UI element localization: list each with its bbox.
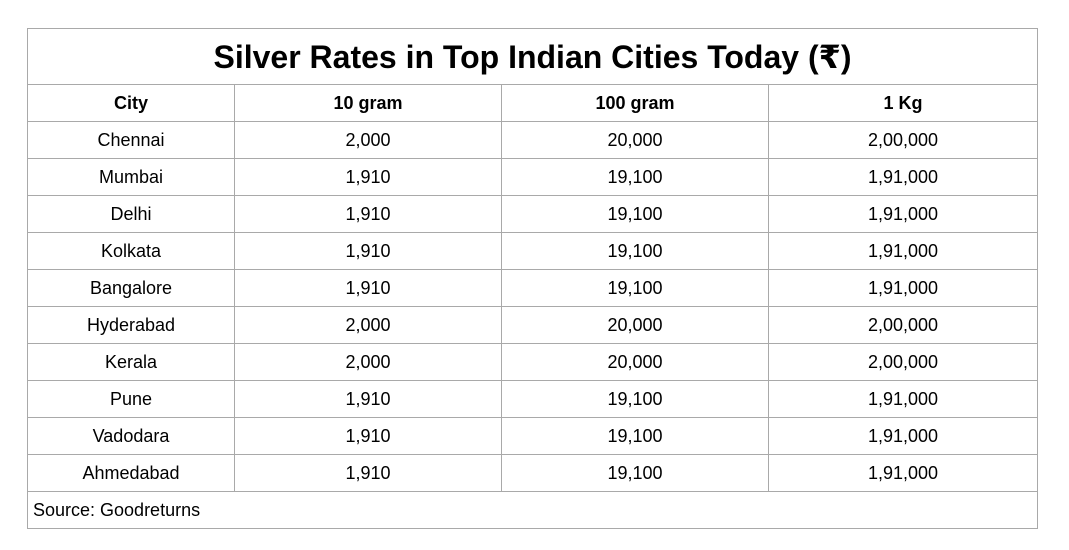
rate-10-gram-cell: 1,910: [234, 232, 502, 270]
column-header-100-gram: 100 gram: [501, 84, 769, 122]
rate-100-gram-cell: 19,100: [501, 269, 769, 307]
rate-1-kg-cell: 1,91,000: [768, 454, 1038, 492]
rate-10-gram-cell: 2,000: [234, 121, 502, 159]
city-cell: Ahmedabad: [27, 454, 235, 492]
rate-1-kg-cell: 1,91,000: [768, 380, 1038, 418]
rate-1-kg-cell: 1,91,000: [768, 158, 1038, 196]
rate-10-gram-cell: 1,910: [234, 158, 502, 196]
rate-100-gram-cell: 19,100: [501, 380, 769, 418]
table-row: Chennai 2,000 20,000 2,00,000: [27, 121, 1038, 159]
rate-1-kg-cell: 2,00,000: [768, 343, 1038, 381]
rate-1-kg-cell: 1,91,000: [768, 195, 1038, 233]
rate-1-kg-cell: 1,91,000: [768, 417, 1038, 455]
rate-100-gram-cell: 19,100: [501, 195, 769, 233]
rate-100-gram-cell: 20,000: [501, 121, 769, 159]
rate-10-gram-cell: 1,910: [234, 380, 502, 418]
silver-rates-table: Silver Rates in Top Indian Cities Today …: [27, 28, 1038, 529]
rate-1-kg-cell: 1,91,000: [768, 269, 1038, 307]
rate-10-gram-cell: 2,000: [234, 306, 502, 344]
table-row: Bangalore 1,910 19,100 1,91,000: [27, 269, 1038, 307]
city-cell: Delhi: [27, 195, 235, 233]
city-cell: Chennai: [27, 121, 235, 159]
table-row: Delhi 1,910 19,100 1,91,000: [27, 195, 1038, 233]
table-row: Kolkata 1,910 19,100 1,91,000: [27, 232, 1038, 270]
city-cell: Hyderabad: [27, 306, 235, 344]
rate-100-gram-cell: 19,100: [501, 158, 769, 196]
rate-1-kg-cell: 1,91,000: [768, 232, 1038, 270]
table-row: Kerala 2,000 20,000 2,00,000: [27, 343, 1038, 381]
table-row: Hyderabad 2,000 20,000 2,00,000: [27, 306, 1038, 344]
city-cell: Kolkata: [27, 232, 235, 270]
rate-1-kg-cell: 2,00,000: [768, 121, 1038, 159]
city-cell: Mumbai: [27, 158, 235, 196]
rate-10-gram-cell: 2,000: [234, 343, 502, 381]
rate-100-gram-cell: 19,100: [501, 454, 769, 492]
rate-100-gram-cell: 19,100: [501, 232, 769, 270]
column-header-city: City: [27, 84, 235, 122]
city-cell: Vadodara: [27, 417, 235, 455]
table-title: Silver Rates in Top Indian Cities Today …: [27, 28, 1038, 85]
column-header-10-gram: 10 gram: [234, 84, 502, 122]
table-row: Ahmedabad 1,910 19,100 1,91,000: [27, 454, 1038, 492]
rate-10-gram-cell: 1,910: [234, 417, 502, 455]
column-header-1-kg: 1 Kg: [768, 84, 1038, 122]
rate-100-gram-cell: 19,100: [501, 417, 769, 455]
column-header-row: City 10 gram 100 gram 1 Kg: [27, 84, 1038, 122]
city-cell: Pune: [27, 380, 235, 418]
rate-10-gram-cell: 1,910: [234, 454, 502, 492]
table-row: Vadodara 1,910 19,100 1,91,000: [27, 417, 1038, 455]
source-note: Source: Goodreturns: [27, 491, 1038, 529]
rate-10-gram-cell: 1,910: [234, 269, 502, 307]
city-cell: Bangalore: [27, 269, 235, 307]
rate-1-kg-cell: 2,00,000: [768, 306, 1038, 344]
rate-10-gram-cell: 1,910: [234, 195, 502, 233]
rate-100-gram-cell: 20,000: [501, 306, 769, 344]
table-row: Mumbai 1,910 19,100 1,91,000: [27, 158, 1038, 196]
rate-100-gram-cell: 20,000: [501, 343, 769, 381]
city-cell: Kerala: [27, 343, 235, 381]
table-row: Pune 1,910 19,100 1,91,000: [27, 380, 1038, 418]
